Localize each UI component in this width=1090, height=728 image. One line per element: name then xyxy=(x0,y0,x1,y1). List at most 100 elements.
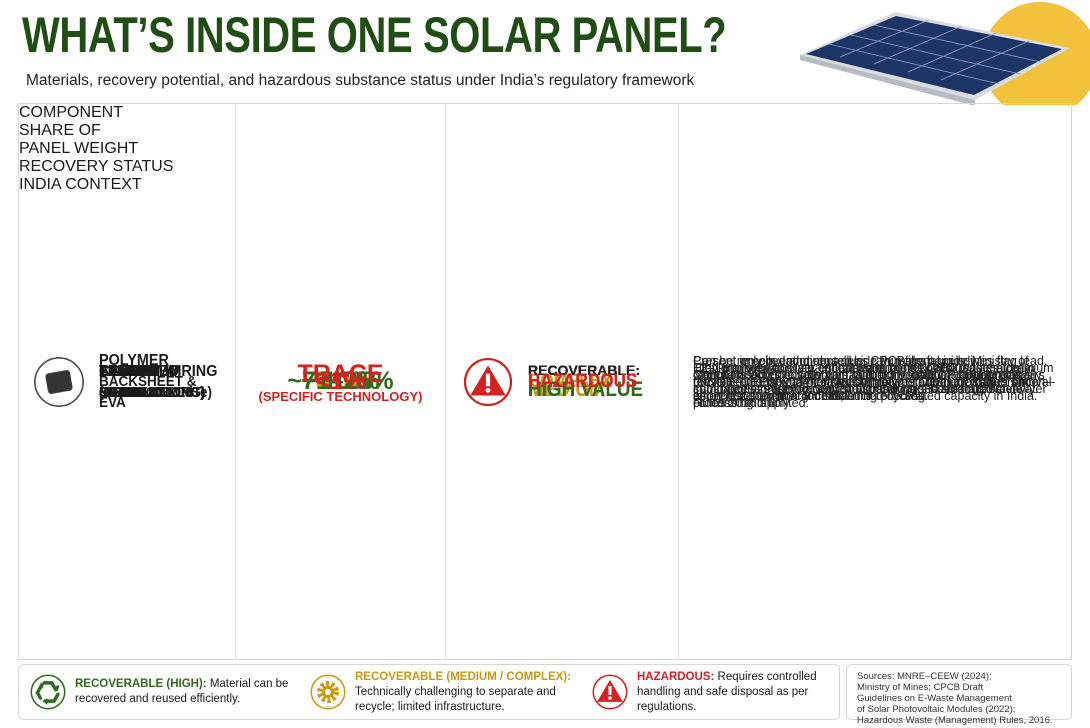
icon-shape xyxy=(324,688,332,696)
recovery-text: RECOVERABLE: xyxy=(528,361,641,378)
legend-item: HAZARDOUS: Requires controlled handling … xyxy=(591,665,836,719)
recovery-text: HIGH xyxy=(528,377,576,401)
context-text: Present only in cadmium telluride thin-f… xyxy=(693,353,1047,410)
context-text: High market value; straightforward to sm… xyxy=(693,360,1054,403)
recovery-text: RECOVERABLE: xyxy=(528,361,641,378)
component-text: LEAD xyxy=(99,362,139,380)
cell: 12–18 tonnes of silver estimated in Indi… xyxy=(679,104,1071,659)
icon-shape xyxy=(485,387,491,393)
legend-text: HAZARDOUS: Requires controlled handling … xyxy=(637,670,836,715)
cell: Can be remelted and reused as raw materi… xyxy=(679,104,1071,659)
component-name: LEAD (IN SOLDERING) xyxy=(99,361,206,403)
share-text: ~3–5% xyxy=(301,367,380,395)
legend-text: RECOVERABLE (MEDIUM / COMPLEX): Technica… xyxy=(355,670,579,715)
context-text: Ethylene vinyl acetate encapsulant bonds… xyxy=(693,360,1038,403)
source-line: Hazardous Waste (Management) Rules, 2016… xyxy=(857,715,1053,726)
component-name: COPPER WIRING & RIBBON xyxy=(99,361,217,403)
column-header: INDIA CONTEXT xyxy=(19,176,411,194)
legend-label: HAZARDOUS: xyxy=(637,670,715,683)
source-line: Ministry of Mines; CPCB Draft xyxy=(857,682,984,693)
component-name: SILVER (CONDUCTORS) xyxy=(99,361,204,403)
component-text: POLYMER xyxy=(99,352,169,369)
component-text: SILICON xyxy=(99,362,158,380)
share-text: ~5–8% xyxy=(301,367,380,395)
legend-text: RECOVERABLE (HIGH): Material can be reco… xyxy=(75,677,299,707)
recovery-status: RECOVERABLE: MEDIUM xyxy=(528,362,640,402)
icon-shape xyxy=(485,373,491,386)
component-name: ALUMINIUM FRAME xyxy=(99,361,181,403)
header-text: INDIA CONTEXT xyxy=(19,176,142,193)
recovery-status: HAZARDOUS xyxy=(528,371,649,393)
legend-item: RECOVERABLE (MEDIUM / COMPLEX): Technica… xyxy=(309,665,579,719)
header-text: RECOVERY STATUS xyxy=(19,158,174,175)
header-text: PANEL WEIGHT xyxy=(19,140,139,157)
table: COMPONENT SHARE OF PANEL WEIGHT RECOVERY ST… xyxy=(18,103,1072,660)
component-text: (CONDUCTORS) xyxy=(99,383,205,401)
recovery-text: HIGH xyxy=(528,377,576,401)
share-text: ~1–2% xyxy=(301,367,380,395)
context-text: 12–18 tonnes of silver estimated in Indi… xyxy=(693,360,1055,403)
legend-description: Requires controlled handling and safe di… xyxy=(637,670,817,713)
title: WHAT’S INSIDE ONE SOLAR PANEL? xyxy=(22,7,727,63)
component-text: (IN SOLDERING) xyxy=(99,383,206,401)
cell: HAZARDOUS xyxy=(446,104,679,659)
context-text: Copper is economically valuable; convent… xyxy=(693,367,1045,396)
legend-description: Material can be recovered and reused eff… xyxy=(75,678,289,705)
component-name: POLYMER BACKSHEET & EVA xyxy=(99,350,221,413)
component-text: COPPER WIRING xyxy=(99,362,218,380)
cell: Present only in cadmium telluride thin-f… xyxy=(679,104,1071,659)
component-text: FRAME xyxy=(99,383,147,401)
component-text: BACKSHEET & EVA xyxy=(99,373,197,411)
recovery-text: HAZARDOUS xyxy=(528,370,638,392)
cell: CADMIUM (THIN-FILM CdTe) xyxy=(19,104,236,659)
recovery-status: RECOVERABLE: HIGH xyxy=(528,362,640,402)
legend: RECOVERABLE (HIGH): Material can be reco… xyxy=(18,664,840,720)
share-text: (SPECIFIC TECHNOLOGY) xyxy=(258,388,423,404)
icon-shape xyxy=(316,680,340,704)
status-icon xyxy=(310,674,346,710)
status-icon xyxy=(464,357,512,406)
share-text: <1% xyxy=(315,367,366,395)
recovery-status: RECOVERABLE: HIGH xyxy=(528,362,640,402)
column-header: COMPONENT xyxy=(19,104,236,122)
panel-illustration xyxy=(800,2,1090,105)
recovery-text: HIGH VALUE xyxy=(528,377,644,401)
context-text: High-purity silicon is a critical materi… xyxy=(693,360,1046,403)
legend-label: RECOVERABLE (MEDIUM / COMPLEX): xyxy=(355,670,571,683)
share-text: TRACE xyxy=(297,359,384,388)
recovery-text: MEDIUM xyxy=(528,377,605,401)
source-line: of Solar Photovoltaic Modules (2022); xyxy=(857,704,1016,715)
component-name: CADMIUM (THIN-FILM CdTe) xyxy=(99,361,212,403)
legend-item: RECOVERABLE (HIGH): Material can be reco… xyxy=(29,665,299,719)
recovery-status: RECOVERABLE: HIGH VALUE xyxy=(528,362,656,402)
table-row: CADMIUM (THIN-FILM CdTe) TRACE (SPECIFIC TE… xyxy=(19,104,1071,718)
component-text: GLASS xyxy=(99,383,146,401)
component-text: SILVER xyxy=(99,362,150,380)
component-text: TEMPERED xyxy=(99,362,180,380)
icon-shape xyxy=(608,685,612,696)
recovery-text: RECOVERABLE: xyxy=(528,361,641,378)
component-text: (THIN-FILM CdTe) xyxy=(99,383,212,401)
header-text: SHARE OF xyxy=(19,122,101,139)
status-icon xyxy=(592,674,628,710)
subtitle: Materials, recovery potential, and hazar… xyxy=(26,72,695,89)
column-header: SHARE OF PANEL WEIGHT xyxy=(19,122,229,158)
column-header: RECOVERY STATUS xyxy=(19,158,252,176)
cell: TRACE (SPECIFIC TECHNOLOGY) xyxy=(236,104,446,659)
source-line: Sources: MNRE–CEEW (2024); xyxy=(857,671,992,682)
cell: Ethylene vinyl acetate encapsulant bonds… xyxy=(679,104,1071,659)
share-text: ~10% xyxy=(308,367,373,395)
share-text: ~70–75% xyxy=(287,367,394,395)
component-text: & RIBBON xyxy=(99,383,166,401)
component-name: SILICON SOLAR CELLS xyxy=(99,361,194,403)
component-text: SOLAR CELLS xyxy=(99,383,195,401)
cell: Present in conventional panels; CPCB dra… xyxy=(679,104,1071,659)
share-text: <1% xyxy=(315,367,366,395)
recovery-status: RECOVERABLE: HIGH xyxy=(528,362,640,402)
sources: Sources: MNRE–CEEW (2024); Ministry of Mi… xyxy=(846,664,1072,726)
legend-description: Technically challenging to separate and … xyxy=(355,685,556,713)
recovery-text: COMPLEX xyxy=(528,370,613,392)
source-line: Guidelines on E-Waste Management xyxy=(857,693,1012,704)
icon-shape xyxy=(608,696,612,700)
